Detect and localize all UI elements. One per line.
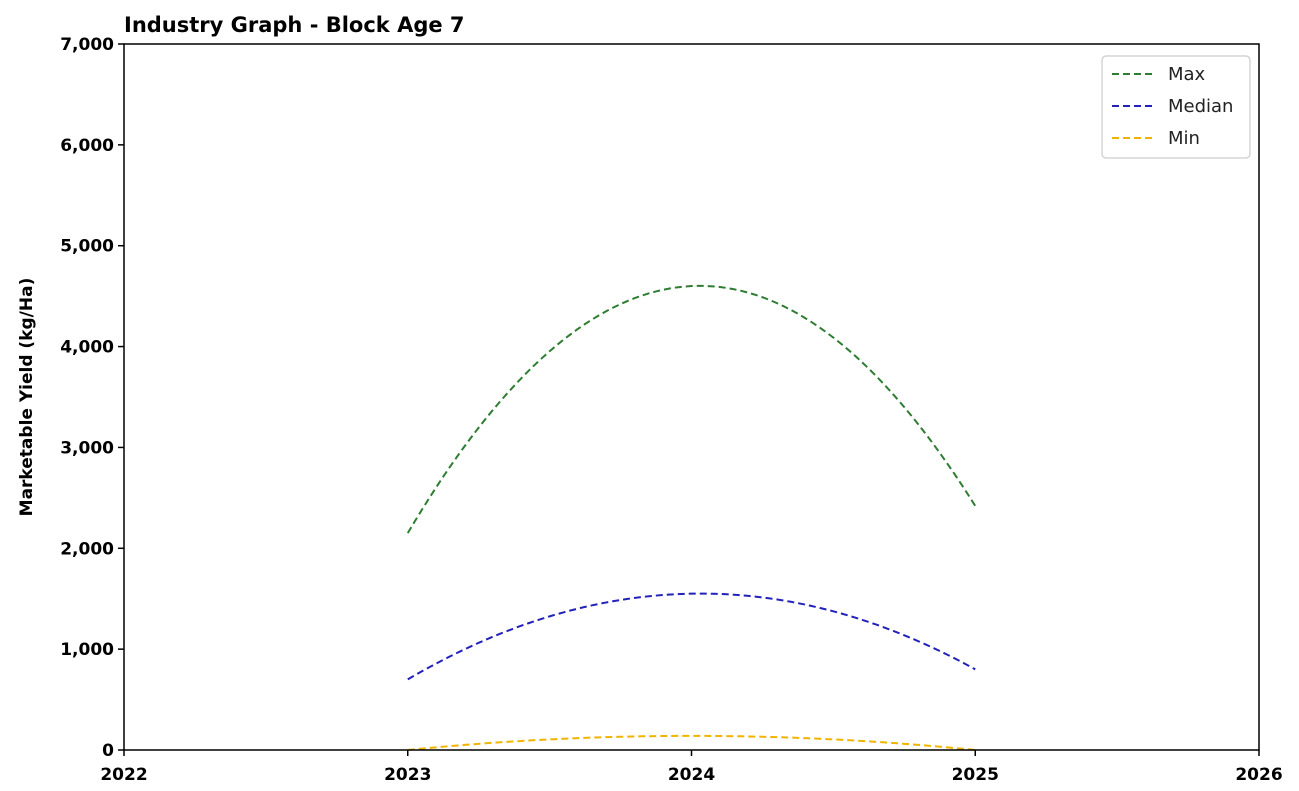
series-layer	[406, 284, 977, 751]
series-line-max	[406, 284, 977, 534]
y-tick-label: 2,000	[60, 539, 114, 559]
x-axis-ticks: 2022 2023 2024 2025 2026	[100, 750, 1283, 785]
legend-label-max: Max	[1168, 64, 1206, 85]
legend-label-median: Median	[1168, 96, 1233, 117]
y-tick-label: 0	[102, 741, 114, 761]
y-tick-label: 1,000	[60, 640, 114, 660]
plot-area-frame	[123, 43, 1260, 751]
x-tick-label: 2026	[1235, 765, 1282, 785]
legend: Max Median Min	[1101, 55, 1251, 159]
y-tick-label: 4,000	[60, 338, 114, 358]
legend-label-min: Min	[1168, 128, 1200, 149]
y-axis-ticks: 0 1,000 2,000 3,000 4,000 5,000 6,000 7,000	[60, 35, 124, 761]
series-line-min	[407, 734, 976, 751]
legend-box	[1101, 55, 1251, 159]
y-tick-label: 7,000	[60, 35, 114, 55]
x-tick-label: 2024	[668, 765, 715, 785]
series-line-median	[407, 592, 976, 681]
x-tick-label: 2023	[384, 765, 431, 785]
y-axis-label: Marketable Yield (kg/Ha)	[17, 278, 37, 517]
y-tick-label: 5,000	[60, 237, 114, 257]
chart-title: Industry Graph - Block Age 7	[124, 13, 465, 37]
x-tick-label: 2022	[100, 765, 147, 785]
x-tick-label: 2025	[952, 765, 999, 785]
y-tick-label: 6,000	[60, 136, 114, 156]
y-tick-label: 3,000	[60, 438, 114, 458]
